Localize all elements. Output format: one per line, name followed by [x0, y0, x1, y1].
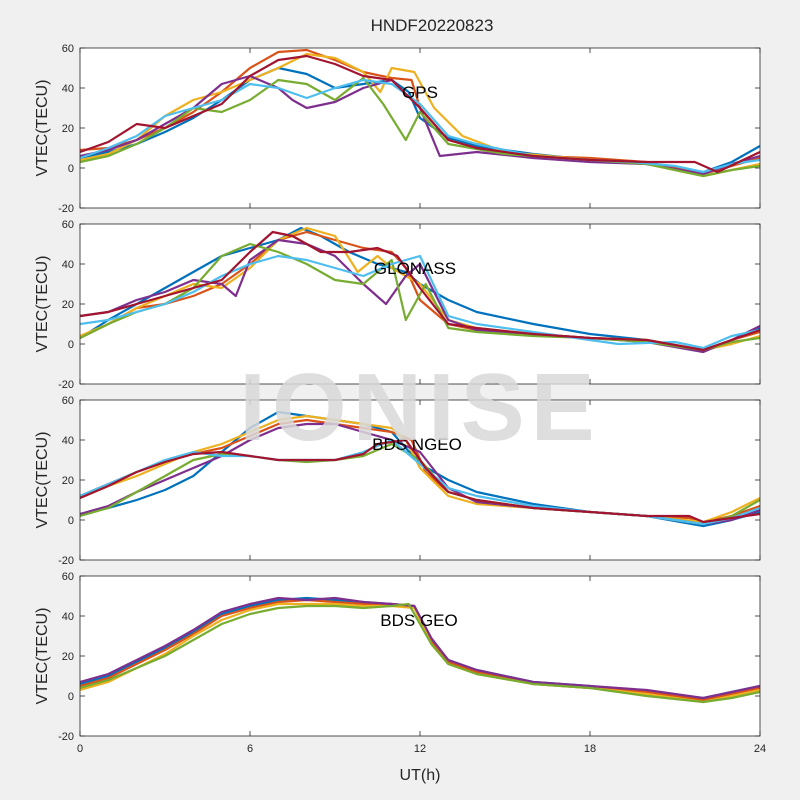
series-group — [80, 596, 760, 704]
y-tick-label: 40 — [62, 435, 74, 447]
x-tick-label: 12 — [414, 743, 426, 755]
y-tick-label: 0 — [68, 163, 74, 175]
series-line-6 — [80, 254, 760, 350]
series-group — [80, 226, 760, 354]
subplot-2: -20 0 20 40 60 VTEC(TECU) GLONASS — [34, 219, 761, 391]
y-tick-label: 40 — [62, 83, 74, 95]
x-tick-label: 24 — [754, 743, 766, 755]
panel-annotation: BDS NGEO — [372, 435, 462, 454]
series-line-7 — [80, 438, 760, 524]
y-tick-label: -20 — [58, 379, 74, 391]
y-axis-label: VTEC(TECU) — [34, 432, 51, 529]
series-group — [80, 410, 760, 528]
x-axis-label: UT(h) — [400, 767, 441, 784]
figure-title: HNDF20220823 — [371, 16, 494, 35]
plot-area — [80, 400, 760, 560]
y-tick-label: 20 — [62, 475, 74, 487]
x-tick-label: 6 — [247, 743, 253, 755]
y-tick-label: 60 — [62, 395, 74, 407]
y-tick-label: 40 — [62, 611, 74, 623]
y-tick-label: 20 — [62, 651, 74, 663]
panel-annotation: GLONASS — [374, 259, 456, 278]
series-line-1 — [80, 226, 760, 352]
series-line-5 — [80, 602, 760, 704]
subplot-1: -20 0 20 40 60 VTEC(TECU) GPS — [34, 43, 761, 215]
y-axis-label: VTEC(TECU) — [34, 608, 51, 705]
plot-area — [80, 576, 760, 736]
y-tick-label: 60 — [62, 219, 74, 231]
subplot-3: -20 0 20 40 60 VTEC(TECU) BDS NGEO — [34, 395, 761, 567]
panel-annotation: GPS — [402, 83, 438, 102]
y-axis-label: VTEC(TECU) — [34, 80, 51, 177]
y-tick-label: 60 — [62, 43, 74, 55]
series-line-4 — [80, 596, 760, 700]
y-tick-label: 20 — [62, 123, 74, 135]
y-tick-label: 0 — [68, 515, 74, 527]
y-tick-label: 0 — [68, 339, 74, 351]
series-line-6 — [80, 78, 760, 174]
y-tick-label: 40 — [62, 259, 74, 271]
series-group — [80, 48, 760, 178]
y-tick-label: 0 — [68, 691, 74, 703]
series-line-7 — [80, 54, 760, 174]
x-tick-label: 0 — [77, 743, 83, 755]
y-tick-label: -20 — [58, 203, 74, 215]
y-tick-label: 20 — [62, 299, 74, 311]
y-tick-label: -20 — [58, 731, 74, 743]
x-tick-label: 18 — [584, 743, 596, 755]
y-tick-label: -20 — [58, 555, 74, 567]
watermark-text: IONISE — [239, 354, 600, 461]
y-axis-label: VTEC(TECU) — [34, 256, 51, 353]
y-tick-label: 60 — [62, 571, 74, 583]
panel-annotation: BDS GEO — [380, 611, 457, 630]
series-line-7 — [80, 230, 760, 352]
plot-area — [80, 224, 760, 384]
plot-area — [80, 48, 760, 208]
